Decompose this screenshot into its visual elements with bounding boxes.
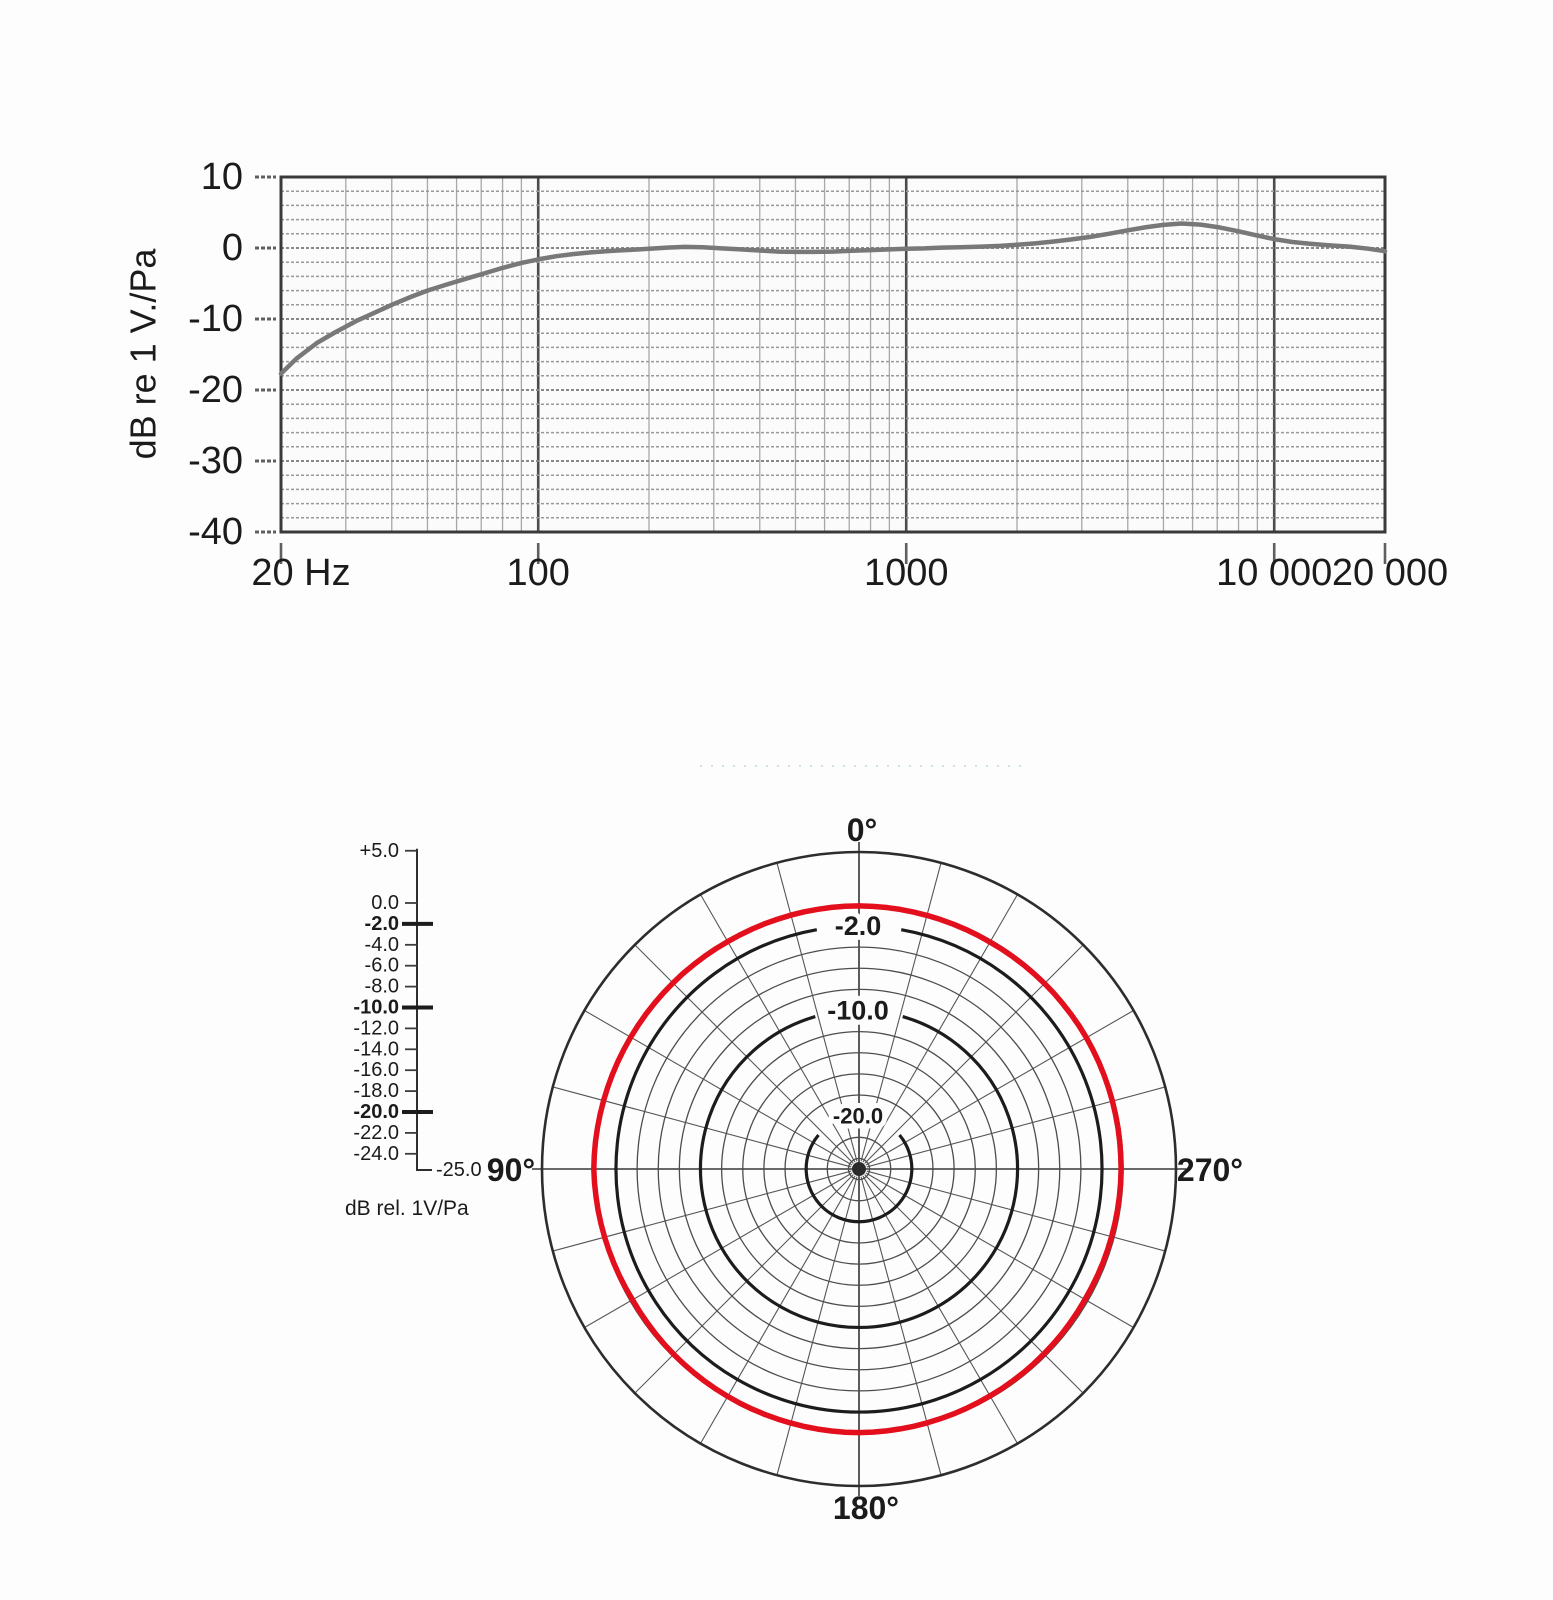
polar-ring-bold xyxy=(804,1133,914,1224)
polar-spoke xyxy=(866,1170,1166,1252)
scale-title: dB rel. 1V/Pa xyxy=(345,1197,469,1220)
scale-tick-label: -8.0 xyxy=(365,976,399,998)
scale-tick-label: -18.0 xyxy=(353,1080,399,1102)
scale-tick-label: -14.0 xyxy=(353,1038,399,1060)
scale-tick-label: -20.0 xyxy=(353,1101,399,1123)
x-tick-label: 20 000 xyxy=(1332,552,1448,594)
y-tick-label: -30 xyxy=(188,440,243,482)
scale-tick-label: -4.0 xyxy=(365,934,399,956)
frequency-response-curve xyxy=(278,221,1388,376)
x-tick-label: 10 000 xyxy=(1216,552,1332,594)
scale-end-bracket xyxy=(416,1164,432,1171)
polar-ring xyxy=(720,1030,998,1308)
y-tick-label: 10 xyxy=(201,156,243,198)
polar-spoke xyxy=(700,1175,856,1444)
polar-spoke xyxy=(862,1175,1018,1444)
polar-ring xyxy=(657,967,1061,1371)
polar-spoke xyxy=(700,894,856,1163)
polar-ring xyxy=(784,1094,934,1244)
polar-pattern-chart: -2.0-10.0-20.00°90°180°270°+5.00.0-2.0-4… xyxy=(345,765,1243,1526)
polar-spoke xyxy=(866,1086,1166,1168)
scale-end-label: -25.0 xyxy=(436,1159,482,1181)
grid xyxy=(281,177,1385,532)
polar-spoke xyxy=(864,944,1084,1164)
polar-ring xyxy=(636,946,1082,1392)
polar-spoke xyxy=(862,894,1018,1163)
polar-ring-label: -2.0 xyxy=(835,911,882,941)
scale-tick-label: -24.0 xyxy=(353,1143,399,1165)
scale-tick-label: +5.0 xyxy=(360,840,399,862)
polar-ring xyxy=(742,1052,976,1286)
polar-ring xyxy=(678,988,1040,1350)
y-tick-label: 0 xyxy=(222,227,243,269)
scale-tick-label: -22.0 xyxy=(353,1122,399,1144)
polar-spoke xyxy=(634,944,854,1164)
polar-spoke xyxy=(634,1174,854,1394)
polar-ring xyxy=(847,1157,871,1181)
scale-tick-label: 0.0 xyxy=(371,892,399,914)
y-tick-label: -10 xyxy=(188,298,243,340)
polar-pattern-curve xyxy=(591,903,1124,1436)
plot-background xyxy=(281,177,1385,532)
scale-tick-label: -2.0 xyxy=(365,913,399,935)
scale-tick-label: -10.0 xyxy=(353,997,399,1019)
polar-spoke xyxy=(864,1174,1084,1394)
scale-tick-label: -16.0 xyxy=(353,1059,399,1081)
polar-angle-label: 180° xyxy=(833,1490,899,1526)
polar-spoke xyxy=(865,1172,1134,1328)
x-tick-label: 20 Hz xyxy=(251,552,350,594)
polar-ring-bold xyxy=(698,1015,1020,1329)
y-tick-label: -20 xyxy=(188,369,243,411)
polar-angle-label: 270° xyxy=(1177,1152,1243,1188)
polar-angle-label: 90° xyxy=(487,1152,535,1188)
polar-spoke xyxy=(584,1172,853,1328)
polar-angle-label: 0° xyxy=(847,812,878,848)
scale-tick-label: -6.0 xyxy=(365,955,399,977)
polar-ring-label: -10.0 xyxy=(827,996,889,1026)
y-tick-label: -40 xyxy=(188,511,243,553)
polar-spoke xyxy=(865,1010,1134,1166)
polar-outer-circle xyxy=(540,850,1178,1488)
polar-ring-label: -20.0 xyxy=(833,1104,883,1129)
scale-tick-label: -12.0 xyxy=(353,1017,399,1039)
x-tick-label: 100 xyxy=(507,552,570,594)
polar-ring xyxy=(763,1073,955,1265)
polar-center-dot xyxy=(852,1162,866,1176)
y-axis-title: dB re 1 V./Pa xyxy=(123,248,164,460)
polar-ring-bold xyxy=(614,928,1104,1414)
polar-spoke xyxy=(860,862,942,1162)
polar-ring xyxy=(826,1136,892,1202)
plot-border xyxy=(279,175,1387,534)
x-tick-label: 1000 xyxy=(864,552,949,594)
